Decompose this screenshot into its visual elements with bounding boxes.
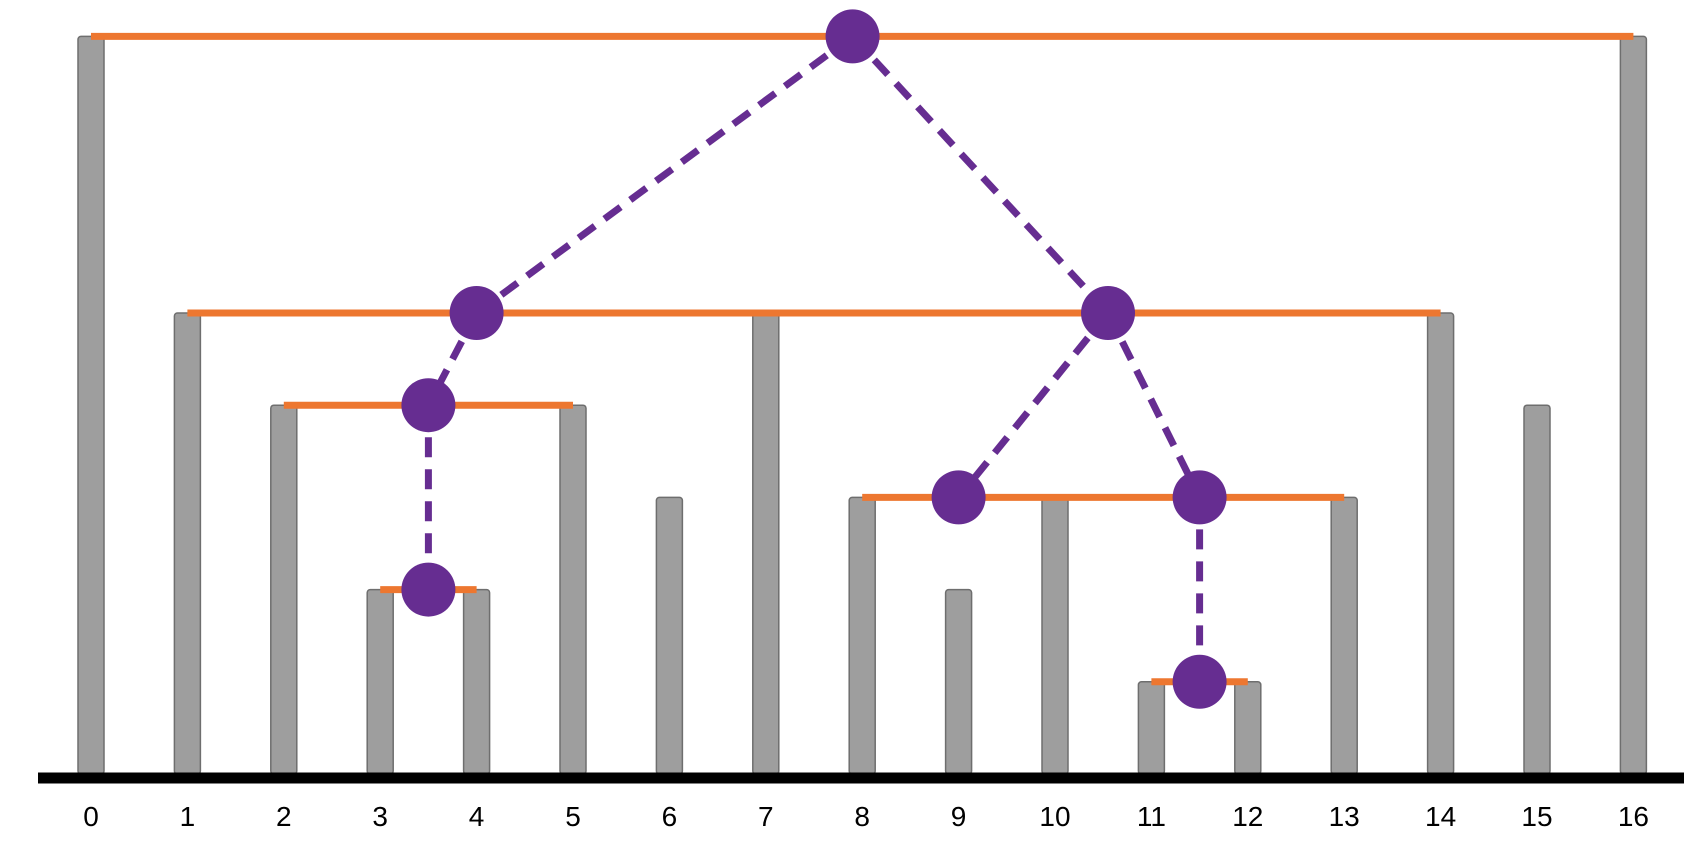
tree-edge-root-left (474, 33, 855, 316)
bar-1 (173, 312, 202, 775)
tree-edge-root-right (849, 34, 1111, 316)
tree-node-left-child (401, 378, 456, 433)
bars-layer (77, 35, 1648, 775)
bar-14 (1426, 312, 1455, 775)
bar-10 (1041, 496, 1069, 775)
tick-label-12: 12 (1232, 801, 1263, 832)
tree-node-right (1081, 286, 1136, 340)
bar-15 (1523, 404, 1551, 775)
bar-13 (1330, 496, 1358, 775)
bar-12 (1234, 681, 1262, 775)
nodes-layer (401, 9, 1227, 709)
bar-5 (559, 404, 587, 775)
tick-label-4: 4 (469, 801, 485, 832)
bar-4 (462, 588, 491, 775)
bar-2 (270, 404, 298, 775)
tick-label-3: 3 (372, 801, 388, 832)
tick-label-8: 8 (854, 801, 870, 832)
bar-7 (752, 312, 780, 775)
bar-11 (1137, 681, 1166, 775)
tick-label-11: 11 (1137, 801, 1166, 832)
tree-node-left-leaf (401, 562, 456, 617)
tick-label-1: 1 (180, 801, 196, 832)
tick-label-15: 15 (1521, 801, 1552, 832)
tick-label-13: 13 (1329, 801, 1360, 832)
bar-8 (848, 496, 876, 775)
tick-label-2: 2 (276, 801, 292, 832)
tree-node-right-right (1172, 470, 1227, 525)
tick-label-9: 9 (951, 801, 967, 832)
tick-label-5: 5 (565, 801, 581, 832)
edges-layer (424, 33, 1204, 682)
bar-0 (77, 35, 105, 775)
bar-3 (366, 588, 394, 775)
tick-label-7: 7 (758, 801, 774, 832)
tree-node-left (449, 286, 504, 340)
bar-9 (944, 588, 973, 775)
tick-label-14: 14 (1425, 801, 1456, 832)
tick-label-10: 10 (1039, 801, 1070, 832)
tick-label-0: 0 (83, 801, 99, 832)
tick-label-16: 16 (1618, 801, 1649, 832)
tree-edge-right-right-right (1104, 311, 1203, 499)
tick-label-6: 6 (662, 801, 678, 832)
tree-node-right-left (931, 470, 986, 525)
bar-6 (655, 496, 684, 775)
tick-labels: 0 1 2 3 4 5 6 7 8 9 10 11 12 13 14 15 16 (83, 801, 1649, 832)
bar-16 (1619, 35, 1648, 775)
tree-node-root (825, 9, 880, 64)
tree-node-right-leaf (1172, 654, 1227, 709)
tree-edge-right-right-left (955, 310, 1111, 500)
